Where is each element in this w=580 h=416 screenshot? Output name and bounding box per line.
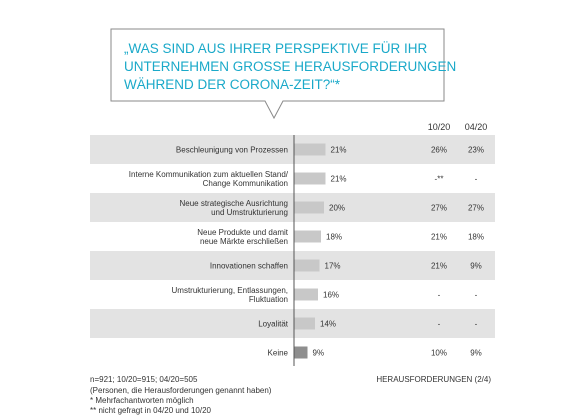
comparison-header-1: 10/20 [428,122,451,132]
comparison-value-04-20: - [475,320,478,329]
category-label: neue Märkte erschließen [200,237,288,246]
bar-value-label: 18% [326,233,342,242]
comparison-value-04-20: - [475,291,478,300]
question-bubble [110,28,445,120]
section-label: HERAUSFORDERUNGEN (2/4) [376,375,491,384]
not-asked-note: ** nicht gefragt in 04/20 und 10/20 [90,406,212,415]
bar-value-label: 21% [331,146,347,155]
comparison-value-04-20: - [475,175,478,184]
bar-value-label: 21% [331,175,347,184]
comparison-value-10-20: 21% [431,233,447,242]
comparison-value-10-20: -** [435,175,444,184]
comparison-value-10-20: - [438,320,441,329]
row-band [90,135,495,164]
bar [294,143,326,156]
bar [294,317,315,330]
category-label: Interne Kommunikation zum aktuellen Stan… [129,170,289,179]
respondents-note: (Personen, die Herausforderungen genannt… [90,386,272,395]
category-label: Fluktuation [249,295,288,304]
row-band [90,251,495,280]
comparison-value-04-20: 18% [468,233,484,242]
comparison-value-04-20: 23% [468,146,484,155]
category-label: Change Kommunikation [203,179,288,188]
chart-rows: Beschleunigung von Prozessen 21% 26% 23% Int… [90,135,495,359]
comparison-value-04-20: 9% [470,262,482,271]
category-label: Umstrukturierung, Entlassungen, [172,286,289,295]
bar [294,230,321,243]
sample-size-note: n=921; 10/20=915; 04/20=505 [90,375,198,384]
comparison-value-04-20: 9% [470,349,482,358]
category-label: Loyalität [258,320,289,329]
question-line-2: UNTERNEHMEN GROSSE HERAUSFORDERUNGEN [124,59,456,74]
bar [294,201,324,214]
comparison-value-04-20: 27% [468,204,484,213]
comparison-value-10-20: 10% [431,349,447,358]
category-label: Beschleunigung von Prozessen [176,146,288,155]
bar [294,259,320,272]
bar [294,172,326,185]
bar-value-label: 17% [325,262,341,271]
bar-value-label: 16% [323,291,339,300]
category-label: Neue Produkte und damit [197,228,289,237]
bar [294,288,318,301]
comparison-value-10-20: 21% [431,262,447,271]
bar [294,346,308,359]
comparison-value-10-20: 27% [431,204,447,213]
question-line-3: WÄHREND DER CORONA-ZEIT?“* [124,77,341,92]
row-band [90,193,495,222]
category-label: Keine [268,349,289,358]
question-line-1: „WAS SIND AUS IHRER PERSPEKTIVE FÜR IHR [124,41,428,56]
category-label: Innovationen schaffen [210,262,288,271]
comparison-header-2: 04/20 [465,122,488,132]
category-label: und Umstrukturierung [211,208,288,217]
bar-value-label: 20% [329,204,345,213]
comparison-value-10-20: - [438,291,441,300]
bar-value-label: 9% [313,349,325,358]
multiple-answers-note: * Mehrfachantworten möglich [90,396,194,405]
bar-value-label: 14% [320,320,336,329]
row-band [90,309,495,338]
category-label: Neue strategische Ausrichtung [179,199,288,208]
comparison-value-10-20: 26% [431,146,447,155]
